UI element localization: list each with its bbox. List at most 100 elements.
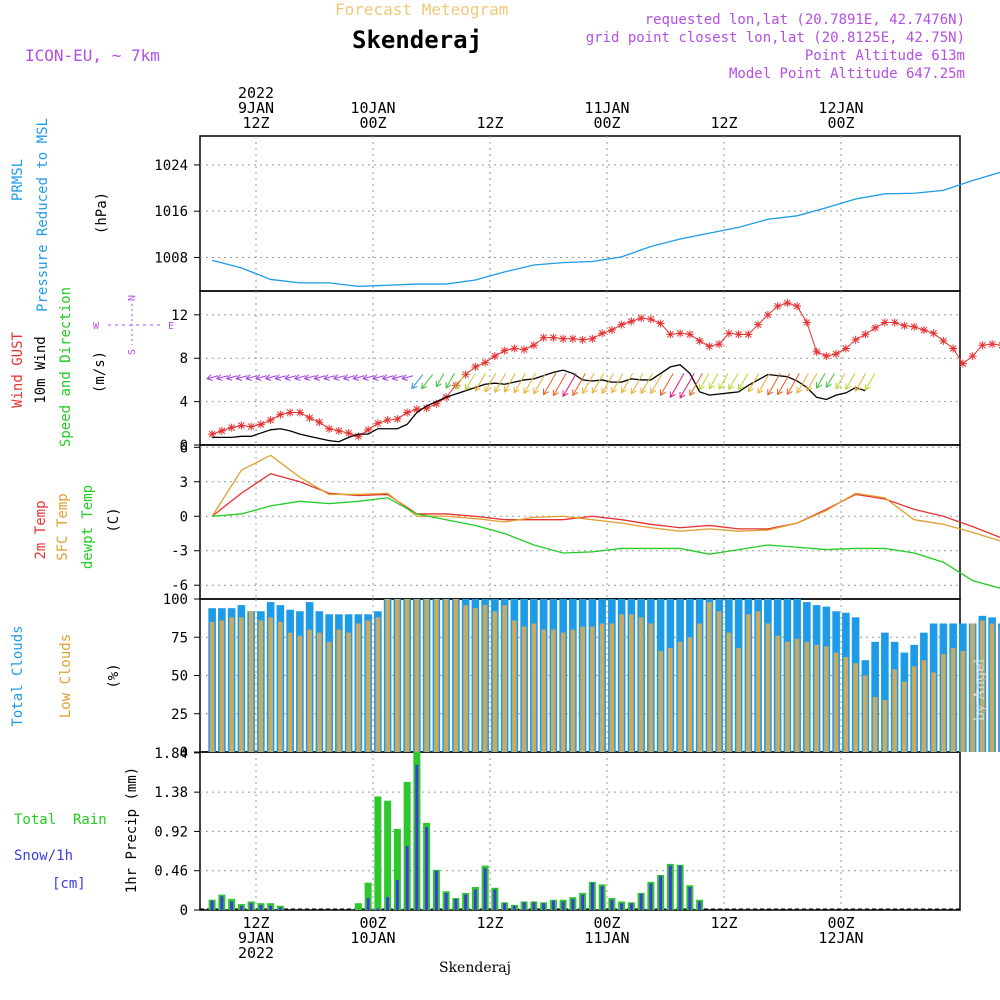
wind-direction-arrow — [455, 373, 466, 390]
wind-direction-arrow — [825, 373, 835, 388]
low-clouds-bar — [502, 605, 507, 752]
wind-arrow-head — [708, 382, 715, 390]
wind-direction-arrow — [864, 373, 876, 391]
wind-gust-marker — [295, 408, 304, 417]
y-tick-label: 1.38 — [154, 785, 188, 801]
snow-bar — [561, 901, 565, 910]
wind-gust-marker — [802, 318, 811, 327]
low-clouds-bar — [317, 632, 322, 752]
compass-east: E — [168, 321, 174, 332]
wind-direction-arrow — [786, 373, 800, 395]
temp-panel — [199, 444, 961, 600]
wind-direction-arrow — [523, 373, 536, 394]
wind-gust-marker — [617, 320, 626, 329]
low-clouds-bar — [697, 623, 702, 752]
wind-panel — [199, 290, 961, 446]
snow-bar — [249, 903, 253, 910]
wind-direction-arrow — [630, 373, 644, 394]
wind-arrow-head — [582, 387, 588, 395]
wind-direction-arrow — [660, 373, 674, 396]
wind-direction-arrow — [669, 373, 685, 398]
wind-direction-arrow — [806, 373, 818, 392]
y-tick-label: 50 — [171, 669, 188, 685]
rain-bar — [393, 828, 401, 910]
wind-gust-marker — [461, 370, 470, 379]
wind-gust-marker — [276, 410, 285, 419]
snow-bar — [493, 889, 497, 910]
wind-gust-marker — [383, 416, 392, 425]
snow-bar — [688, 886, 692, 910]
wind-arrow-head — [738, 383, 744, 391]
wind-arrow-head — [835, 382, 842, 390]
wind-arrow-head — [411, 382, 418, 390]
snow-bar — [698, 901, 702, 910]
temp-units: (C) — [106, 507, 122, 532]
wind-gust-marker — [851, 335, 860, 344]
y-tick-label: 3 — [180, 475, 188, 491]
wind-direction-arrow — [796, 373, 809, 394]
wind-arrow-head — [421, 382, 428, 390]
low-clouds-bar — [853, 663, 858, 752]
time-label-bottom: 00Z — [827, 914, 854, 932]
wind-gust-marker — [549, 333, 558, 342]
snow-bar — [473, 889, 477, 910]
wind-gust-marker — [988, 340, 997, 349]
wind-direction-arrow — [601, 373, 614, 394]
wind-direction-arrow — [255, 375, 268, 380]
point-altitude: Point Altitude 613m — [805, 48, 965, 64]
low-clouds-bar — [824, 646, 829, 752]
low-clouds-bar — [414, 599, 420, 752]
wind-direction-arrow — [353, 375, 365, 380]
y-tick-label: 0 — [180, 509, 188, 525]
low-clouds-bar — [609, 623, 615, 752]
chart-series — [200, 171, 1000, 910]
wind-gust-marker — [500, 346, 509, 355]
wind-direction-arrow — [767, 373, 781, 396]
wind-direction-arrow — [465, 373, 476, 391]
rain-bar — [364, 882, 372, 910]
time-label-bottom: 12Z — [242, 914, 269, 932]
snow-bar — [678, 865, 682, 910]
wind-arrow-head — [747, 385, 754, 393]
wind-arrow-head — [777, 388, 783, 396]
low-clouds-bar — [326, 641, 332, 752]
temp-2m-label: 2m Temp — [33, 500, 49, 559]
wind-arrow-head — [391, 374, 399, 381]
wind-direction-arrow — [226, 375, 238, 380]
grid-lines — [194, 136, 960, 911]
snow-bar — [629, 903, 633, 910]
snow-bar — [659, 875, 663, 910]
wind-arrow-head — [572, 389, 579, 397]
wind-gust-marker — [763, 310, 772, 319]
wind-direction-arrow — [245, 375, 258, 380]
wind-speed-dir-label: Speed and Direction — [58, 287, 74, 447]
wind-direction-arrow — [372, 375, 385, 380]
y-tick-label: 1016 — [154, 204, 188, 220]
wind-direction-arrow — [718, 373, 729, 390]
pressure-line — [211, 171, 1000, 288]
wind-gust-marker — [968, 352, 977, 361]
y-tick-label: 1024 — [154, 158, 188, 174]
low-clouds-bar — [473, 608, 478, 752]
low-clouds-bar — [677, 641, 683, 752]
low-clouds-bar — [872, 696, 878, 752]
snow-bar — [405, 845, 409, 910]
low-clouds-bar — [960, 651, 966, 752]
wind-gust-marker — [422, 404, 431, 413]
wind-direction-arrow — [421, 374, 434, 389]
wind-arrow-head — [718, 383, 725, 390]
wind-gust-marker — [256, 420, 265, 429]
wind-direction-arrow — [689, 373, 703, 396]
low-clouds-bar — [404, 599, 410, 752]
wind-arrow-head — [855, 385, 861, 392]
low-clouds-bar — [580, 626, 585, 752]
wind-direction-arrow — [474, 373, 486, 392]
wind-direction-arrow — [294, 375, 307, 380]
wind-arrow-head — [562, 390, 569, 398]
wind-gust-marker — [315, 418, 324, 427]
wind-direction-arrow — [562, 373, 577, 397]
snow-bar — [483, 868, 487, 910]
low-clouds-bar — [775, 635, 780, 752]
wind-gust-marker — [247, 422, 256, 431]
